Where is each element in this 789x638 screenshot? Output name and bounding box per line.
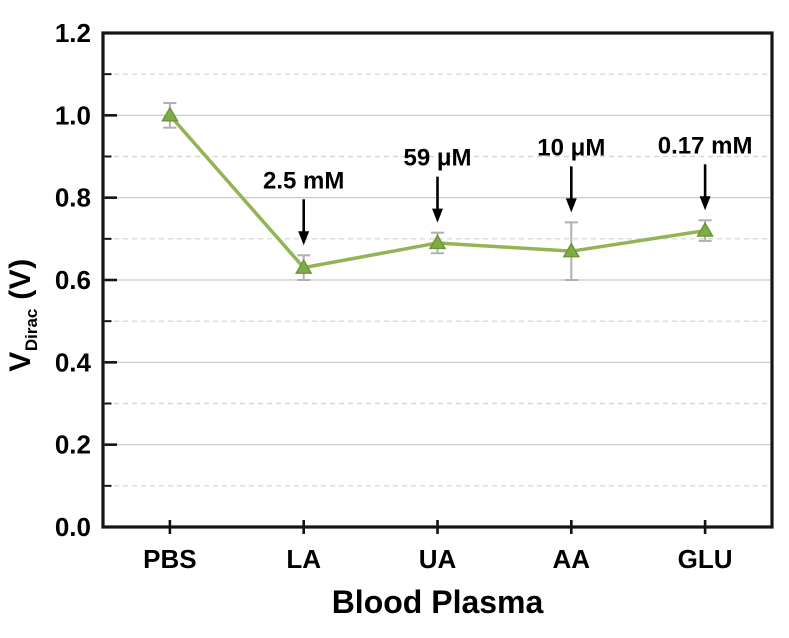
x-axis-ticks [168, 520, 707, 534]
annotation-label: 59 μM [403, 145, 471, 172]
y-tick-label: 1.0 [55, 100, 91, 130]
y-tick-label: 0.4 [55, 347, 92, 377]
annotation-arrow-head [298, 231, 310, 246]
x-tick-label: AA [553, 544, 591, 574]
data-point-marker [428, 234, 447, 250]
series-markers [161, 106, 714, 274]
y-axis-title-base: V [4, 351, 37, 372]
annotation-label: 0.17 mM [658, 132, 753, 159]
y-axis-tick-labels: 0.0 0.2 0.4 0.6 0.8 1.0 1.2 [55, 18, 92, 542]
x-tick-label: GLU [678, 544, 733, 574]
y-tick-label: 0.8 [55, 183, 91, 213]
data-point-marker [562, 242, 581, 258]
y-tick-label: 0.6 [55, 265, 91, 295]
data-point-marker [161, 106, 179, 122]
gridlines [105, 73, 770, 487]
annotation-arrow-head [699, 196, 711, 211]
y-axis-ticks [104, 31, 117, 529]
y-axis-title: VDirac (V) [4, 195, 42, 435]
data-point-marker [696, 221, 714, 237]
x-axis-title: Blood Plasma [331, 584, 544, 620]
y-axis-title-unit: (V) [4, 258, 37, 309]
y-tick-label: 1.2 [55, 18, 91, 48]
y-tick-label: 0.2 [55, 430, 91, 460]
x-tick-label: LA [286, 544, 321, 574]
annotation-arrow-head [565, 198, 577, 213]
data-point-marker [294, 258, 313, 274]
annotation-arrow-head [432, 208, 443, 223]
annotation-label: 10 μM [537, 134, 605, 161]
annotation-label: 2.5 mM [263, 167, 344, 194]
x-axis-tick-labels: PBS LA UA AA GLU [143, 544, 732, 574]
annotations: 2.5 mM 59 μM 10 μM 0.17 mM [263, 132, 753, 246]
y-axis-title-subscript: Dirac [22, 308, 41, 352]
y-tick-label: 0.0 [55, 512, 91, 542]
x-tick-label: PBS [143, 544, 196, 574]
x-tick-label: UA [419, 544, 457, 574]
